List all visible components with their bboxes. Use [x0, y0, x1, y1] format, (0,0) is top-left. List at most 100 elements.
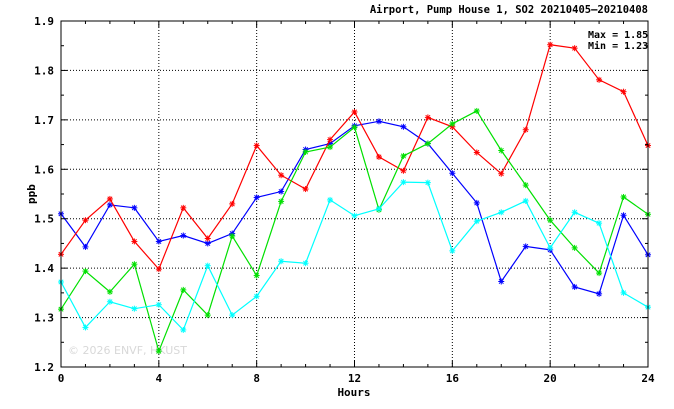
data-point [351, 108, 358, 115]
data-point [253, 142, 260, 149]
data-point [131, 238, 138, 245]
data-point [302, 148, 309, 155]
data-point [155, 266, 162, 273]
data-point [400, 167, 407, 174]
min-annotation: Min = 1.23 [588, 40, 648, 52]
data-series [58, 41, 651, 355]
y-axis-label: ppb [25, 184, 38, 204]
data-point [229, 200, 236, 207]
series-2 [58, 107, 651, 355]
data-point [547, 41, 554, 48]
x-axis-label: Hours [337, 386, 370, 399]
data-point [82, 217, 89, 224]
data-point [498, 209, 505, 216]
data-point [620, 212, 627, 219]
y-tick-label: 1.4 [34, 262, 54, 275]
y-tick-label: 1.2 [34, 361, 54, 374]
data-point [131, 305, 138, 312]
chart-title: Airport, Pump House 1, SO2 20210405–2021… [370, 4, 648, 16]
data-point [351, 124, 358, 131]
data-point [400, 179, 407, 186]
data-point [620, 289, 627, 296]
data-point [82, 268, 89, 275]
data-point [351, 212, 358, 219]
data-point [424, 114, 431, 121]
x-tick-label: 12 [348, 372, 361, 385]
x-tick-label: 16 [446, 372, 460, 385]
data-point [473, 218, 480, 225]
data-point [449, 247, 456, 254]
data-point [571, 45, 578, 52]
data-point [278, 258, 285, 265]
data-point [106, 298, 113, 305]
data-point [106, 201, 113, 208]
data-point [180, 286, 187, 293]
data-point [180, 232, 187, 239]
data-point [82, 243, 89, 250]
data-point [424, 179, 431, 186]
data-point [327, 144, 334, 151]
data-point [302, 260, 309, 267]
data-point [596, 290, 603, 297]
data-point [400, 152, 407, 159]
data-point [424, 140, 431, 147]
data-point [498, 278, 505, 285]
x-tick-label: 24 [641, 372, 655, 385]
data-point [547, 217, 554, 224]
data-point [473, 149, 480, 156]
data-point [375, 118, 382, 125]
data-point [449, 120, 456, 127]
data-point [229, 233, 236, 240]
y-tick-label: 1.8 [34, 64, 54, 77]
data-point [204, 240, 211, 247]
data-point [131, 261, 138, 268]
data-point [327, 196, 334, 203]
data-point [400, 123, 407, 130]
data-point [571, 283, 578, 290]
data-point [571, 244, 578, 251]
data-point [620, 193, 627, 200]
data-point [522, 182, 529, 189]
data-point [302, 186, 309, 193]
data-point [522, 126, 529, 133]
data-point [204, 262, 211, 269]
max-annotation: Max = 1.85 [588, 30, 648, 41]
data-point [229, 312, 236, 319]
data-point [547, 244, 554, 251]
data-point [375, 153, 382, 160]
y-tick-label: 1.3 [34, 312, 54, 325]
x-tick-label: 4 [156, 372, 163, 385]
data-point [620, 88, 627, 95]
data-point [278, 172, 285, 179]
data-point [253, 194, 260, 201]
data-point [375, 205, 382, 212]
data-point [522, 197, 529, 204]
axis-ticks: 0 4 8 12 16 20 24 1.2 1.3 1.4 1.5 1.6 1.7 1.8 1.9 [34, 15, 655, 385]
data-point [204, 235, 211, 242]
data-point [473, 107, 480, 114]
data-point [449, 170, 456, 177]
data-point [155, 301, 162, 308]
data-point [522, 243, 529, 250]
data-point [596, 220, 603, 227]
data-point [253, 272, 260, 279]
x-tick-label: 20 [544, 372, 557, 385]
data-point [498, 147, 505, 154]
data-point [253, 293, 260, 300]
data-point [106, 195, 113, 202]
y-tick-label: 1.5 [34, 213, 54, 226]
data-point [155, 348, 162, 355]
data-point [571, 209, 578, 216]
x-tick-label: 8 [253, 372, 260, 385]
data-point [278, 198, 285, 205]
data-point [204, 312, 211, 319]
data-point [596, 270, 603, 277]
data-point [498, 170, 505, 177]
series-1 [58, 41, 651, 273]
x-tick-label: 0 [58, 372, 65, 385]
data-point [596, 76, 603, 83]
y-tick-label: 1.9 [34, 15, 54, 28]
data-point [180, 204, 187, 211]
data-point [106, 288, 113, 295]
